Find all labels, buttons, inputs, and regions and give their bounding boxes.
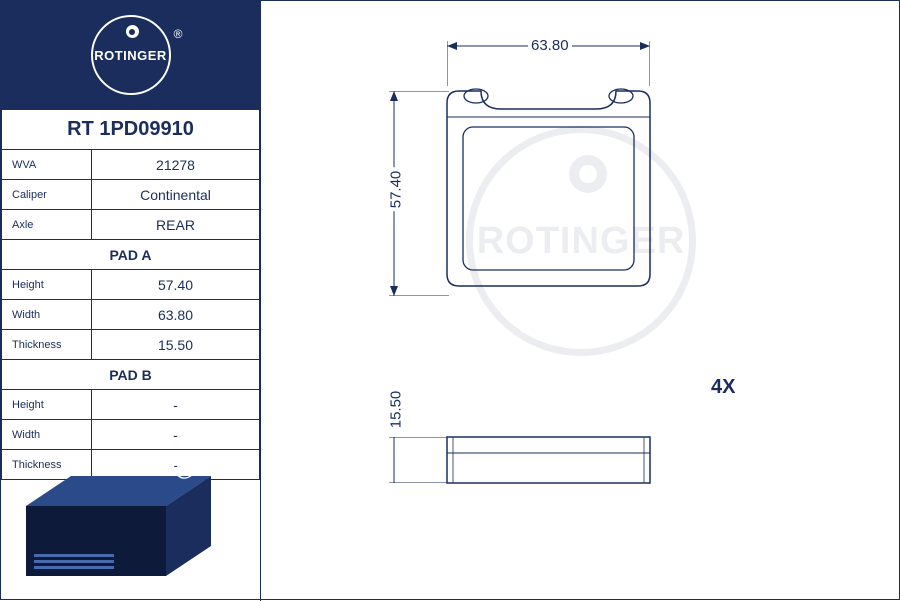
pad-a-height-value: 57.40 [92,270,260,300]
pad-side-view-icon [431,431,666,489]
caliper-label: Caliper [2,180,92,210]
thickness-dimension-value: 15.50 [387,388,404,432]
logo-circle-icon: ROTINGER ® [91,15,171,95]
brand-logo-area: ROTINGER ® [1,1,260,109]
axle-label: Axle [2,210,92,240]
pad-a-height-label: Height [2,270,92,300]
thickness-dimension-icon [379,437,449,483]
technical-drawing-area: ROTINGER 63.80 57.40 [261,1,900,601]
height-dimension-value: 57.40 [387,168,404,212]
pad-a-thickness-value: 15.50 [92,330,260,360]
registered-mark-icon: ® [174,27,183,41]
pad-a-thickness-label: Thickness [2,330,92,360]
caliper-value: Continental [92,180,260,210]
axle-value: REAR [92,210,260,240]
quantity-label: 4X [711,376,735,399]
spec-table: RT 1PD09910 WVA 21278 Caliper Continenta… [1,109,260,480]
part-number: RT 1PD09910 [2,110,260,150]
pad-b-header: PAD B [2,360,260,390]
wva-label: WVA [2,150,92,180]
brand-name: ROTINGER [94,48,167,63]
width-dimension-value: 63.80 [528,37,572,54]
pad-b-height-label: Height [2,390,92,420]
pad-b-width-value: - [92,420,260,450]
pad-a-header: PAD A [2,240,260,270]
pad-b-height-value: - [92,390,260,420]
pad-a-width-value: 63.80 [92,300,260,330]
pad-b-width-label: Width [2,420,92,450]
spec-panel: ROTINGER ® RT 1PD09910 WVA 21278 Caliper… [1,1,261,601]
wva-value: 21278 [92,150,260,180]
pad-a-width-label: Width [2,300,92,330]
product-box-icon [16,456,246,586]
logo-dot-inner-icon [129,29,135,35]
pad-front-view-icon [431,81,666,296]
